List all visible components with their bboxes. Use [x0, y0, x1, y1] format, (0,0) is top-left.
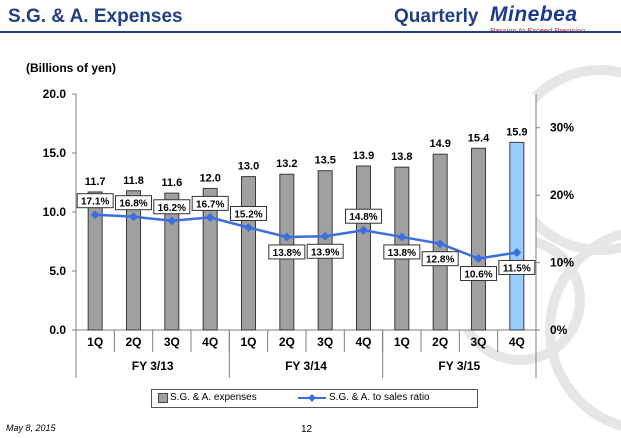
ratio-line: [95, 213, 518, 260]
y2-tick-label: 10%: [550, 256, 574, 270]
logo-tagline: Passion to Exceed Precision: [490, 26, 614, 35]
bar-value-label: 15.4: [468, 132, 490, 144]
x-group-label: FY 3/14: [285, 359, 327, 373]
ratio-marker: [320, 231, 330, 241]
bar: [471, 147, 486, 331]
legend-line-swatch: [298, 393, 326, 402]
x-tick-label: 1Q: [87, 335, 103, 349]
bar: [164, 192, 180, 331]
bar-value-label: 11.8: [123, 175, 144, 187]
ratio-marker: [397, 232, 407, 242]
ratio-marker: [244, 223, 253, 233]
ratio-label-box: [421, 251, 459, 267]
y2-tick-label: 20%: [550, 188, 574, 202]
ratio-value-label: 13.9%: [311, 247, 339, 258]
chart-legend: S.G. & A. expenses S.G. & A. to sales ra…: [151, 389, 478, 408]
x-tick-label: 4Q: [355, 335, 371, 349]
bar: [356, 165, 371, 331]
ratio-value-label: 15.2%: [234, 210, 262, 221]
ratio-value-label: 11.5%: [503, 263, 531, 274]
ratio-marker: [90, 210, 100, 220]
ratio-label-box: [345, 208, 382, 224]
ratio-value-label: 12.8%: [426, 255, 454, 266]
legend-bar-swatch: [158, 392, 168, 403]
ratio-label-box: [230, 206, 267, 222]
x-tick-label: 2Q: [125, 335, 141, 349]
bar: [87, 191, 103, 331]
x-tick-label: 4Q: [509, 335, 525, 349]
ratio-marker: [359, 225, 368, 235]
y2-tick-label: 30%: [550, 121, 574, 135]
x-tick-label: 4Q: [202, 335, 218, 349]
ratio-label-box: [460, 266, 497, 282]
ratio-value-label: 16.7%: [196, 199, 224, 210]
x-tick-label: 3Q: [470, 335, 486, 349]
page-number: 12: [301, 424, 313, 435]
unit-label: (Billions of yen): [26, 61, 116, 75]
legend-label-ratio: S.G. & A. to sales ratio: [329, 392, 430, 403]
ratio-value-label: 16.2%: [158, 203, 186, 214]
ratio-value-label: 13.8%: [273, 248, 301, 259]
ratio-label-box: [153, 199, 191, 215]
x-tick-label: 1Q: [240, 335, 256, 349]
plot-area: [76, 94, 536, 330]
ratio-marker: [129, 212, 138, 222]
x-tick-label: 2Q: [279, 335, 295, 349]
legend-label-expenses: S.G. & A. expenses: [170, 392, 257, 403]
bar-value-label: 11.6: [161, 177, 182, 189]
footer-date: May 8, 2015: [6, 423, 56, 433]
legend-item-expenses: S.G. & A. expenses: [158, 392, 257, 403]
x-group-label: FY 3/13: [132, 359, 174, 373]
x-tick-label: 2Q: [432, 335, 448, 349]
bar-value-label: 13.8: [391, 151, 412, 163]
ratio-marker: [512, 247, 522, 257]
ratio-marker: [205, 212, 215, 222]
x-tick-label: 1Q: [394, 335, 410, 349]
bar: [126, 190, 141, 331]
period-label: Quarterly: [394, 6, 479, 27]
ratio-label-box: [306, 243, 344, 259]
x-tick-label: 3Q: [164, 335, 180, 349]
ratio-label-box: [115, 195, 152, 211]
ratio-label-box: [191, 195, 229, 211]
title-rule: [0, 31, 621, 33]
ratio-value-label: 17.1%: [81, 197, 109, 208]
y-tick-label: 20.0: [43, 87, 67, 101]
x-tick-label: 3Q: [317, 335, 333, 349]
legend-item-ratio: S.G. & A. to sales ratio: [297, 392, 430, 403]
bar-value-label: 11.7: [85, 176, 106, 188]
bar-value-label: 15.9: [506, 126, 527, 138]
ratio-marker: [167, 216, 177, 226]
ratio-label-box: [498, 259, 536, 275]
ratio-value-label: 13.8%: [388, 248, 416, 259]
ratio-marker: [282, 232, 292, 242]
bar: [202, 187, 218, 331]
ratio-label-box: [383, 244, 421, 260]
ratio-value-label: 16.8%: [119, 199, 147, 210]
ratio-marker: [474, 254, 483, 264]
page-title: S.G. & A. Expenses: [8, 6, 183, 27]
y-tick-label: 15.0: [43, 146, 67, 160]
bar-value-label: 12.0: [199, 172, 220, 184]
ratio-marker: [435, 239, 445, 249]
bar-value-label: 13.9: [353, 150, 374, 162]
bar-value-label: 13.0: [238, 161, 259, 173]
x-group-label: FY 3/15: [438, 359, 480, 373]
y2-tick-label: 0%: [550, 323, 568, 337]
y-tick-label: 10.0: [43, 205, 67, 219]
bar-value-label: 13.2: [276, 158, 297, 170]
bar: [241, 176, 256, 331]
ratio-value-label: 10.6%: [464, 270, 492, 281]
ratio-value-label: 14.8%: [349, 212, 377, 223]
ratio-label-box: [76, 193, 114, 209]
y-tick-label: 5.0: [49, 264, 66, 278]
bar: [509, 141, 525, 331]
bar-value-label: 14.9: [429, 138, 450, 150]
logo-name: Minebea: [490, 3, 578, 26]
bar-value-label: 13.5: [314, 155, 335, 167]
ratio-label-box: [268, 244, 306, 260]
company-logo: Minebea Passion to Exceed Precision: [490, 3, 614, 36]
y-tick-label: 0.0: [49, 323, 66, 337]
